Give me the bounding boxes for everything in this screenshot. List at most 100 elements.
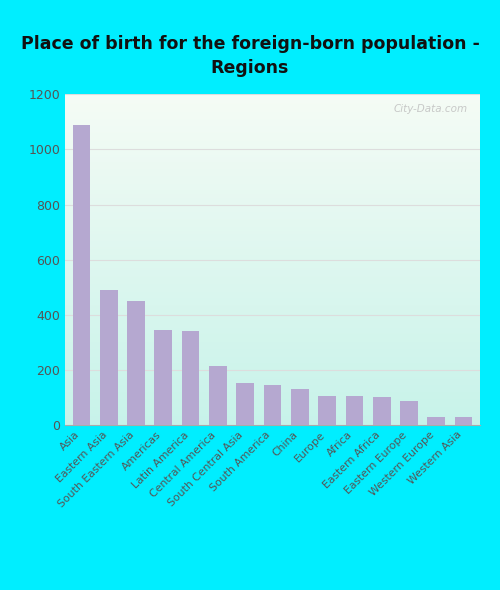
- Bar: [65, 296, 480, 297]
- Bar: [154, 330, 172, 425]
- Bar: [65, 308, 480, 309]
- Bar: [65, 284, 480, 285]
- Bar: [65, 275, 480, 276]
- Bar: [65, 261, 480, 262]
- Bar: [65, 239, 480, 240]
- Bar: [65, 253, 480, 254]
- Bar: [65, 314, 480, 316]
- Bar: [65, 327, 480, 328]
- Bar: [65, 220, 480, 221]
- Text: Place of birth for the foreign-born population -
Regions: Place of birth for the foreign-born popu…: [20, 35, 479, 77]
- Bar: [65, 145, 480, 146]
- Bar: [65, 245, 480, 247]
- Bar: [65, 360, 480, 361]
- Bar: [65, 251, 480, 252]
- Bar: [65, 304, 480, 305]
- Bar: [65, 368, 480, 369]
- Bar: [65, 274, 480, 275]
- Bar: [65, 330, 480, 331]
- Bar: [65, 340, 480, 341]
- Bar: [65, 385, 480, 386]
- Bar: [65, 191, 480, 192]
- Bar: [65, 157, 480, 158]
- Bar: [65, 309, 480, 310]
- Bar: [65, 258, 480, 260]
- Bar: [65, 131, 480, 132]
- Bar: [65, 142, 480, 143]
- Bar: [65, 155, 480, 156]
- Bar: [65, 113, 480, 114]
- Bar: [65, 164, 480, 165]
- Bar: [65, 148, 480, 149]
- Bar: [65, 178, 480, 179]
- Bar: [65, 319, 480, 320]
- Bar: [65, 336, 480, 337]
- Bar: [65, 374, 480, 375]
- Bar: [100, 290, 117, 425]
- Bar: [65, 364, 480, 365]
- Bar: [65, 396, 480, 397]
- Bar: [65, 247, 480, 248]
- Bar: [65, 352, 480, 353]
- Bar: [65, 101, 480, 102]
- Bar: [65, 411, 480, 412]
- Bar: [65, 338, 480, 339]
- Bar: [65, 104, 480, 106]
- Bar: [65, 116, 480, 117]
- Bar: [65, 346, 480, 348]
- Bar: [209, 366, 227, 425]
- Bar: [65, 139, 480, 140]
- Bar: [65, 358, 480, 359]
- Bar: [65, 392, 480, 393]
- Bar: [182, 331, 200, 425]
- Bar: [65, 422, 480, 424]
- Text: City-Data.com: City-Data.com: [394, 104, 468, 114]
- Bar: [65, 159, 480, 160]
- Bar: [65, 286, 480, 287]
- Bar: [65, 143, 480, 144]
- Bar: [65, 240, 480, 241]
- Bar: [65, 345, 480, 346]
- Bar: [65, 405, 480, 406]
- Bar: [65, 135, 480, 136]
- Bar: [65, 290, 480, 291]
- Bar: [65, 403, 480, 404]
- Bar: [65, 389, 480, 391]
- Bar: [65, 262, 480, 263]
- Bar: [65, 260, 480, 261]
- Bar: [65, 399, 480, 401]
- Bar: [65, 341, 480, 342]
- Bar: [65, 225, 480, 227]
- Bar: [65, 415, 480, 416]
- Bar: [65, 313, 480, 314]
- Bar: [65, 273, 480, 274]
- Bar: [65, 134, 480, 135]
- Bar: [65, 372, 480, 373]
- Bar: [65, 162, 480, 163]
- Bar: [65, 283, 480, 284]
- Bar: [65, 353, 480, 355]
- Bar: [65, 163, 480, 164]
- Bar: [65, 215, 480, 217]
- Bar: [65, 238, 480, 239]
- Bar: [65, 326, 480, 327]
- Bar: [65, 198, 480, 199]
- Bar: [65, 196, 480, 197]
- Bar: [65, 99, 480, 100]
- Bar: [65, 175, 480, 176]
- Bar: [65, 316, 480, 317]
- Bar: [65, 192, 480, 194]
- Bar: [65, 355, 480, 356]
- Bar: [65, 114, 480, 115]
- Bar: [65, 280, 480, 281]
- Bar: [65, 195, 480, 196]
- Bar: [65, 237, 480, 238]
- Bar: [65, 127, 480, 129]
- Bar: [65, 199, 480, 200]
- Bar: [65, 256, 480, 257]
- Bar: [65, 272, 480, 273]
- Bar: [65, 408, 480, 409]
- Bar: [65, 381, 480, 382]
- Bar: [65, 224, 480, 225]
- Bar: [65, 233, 480, 234]
